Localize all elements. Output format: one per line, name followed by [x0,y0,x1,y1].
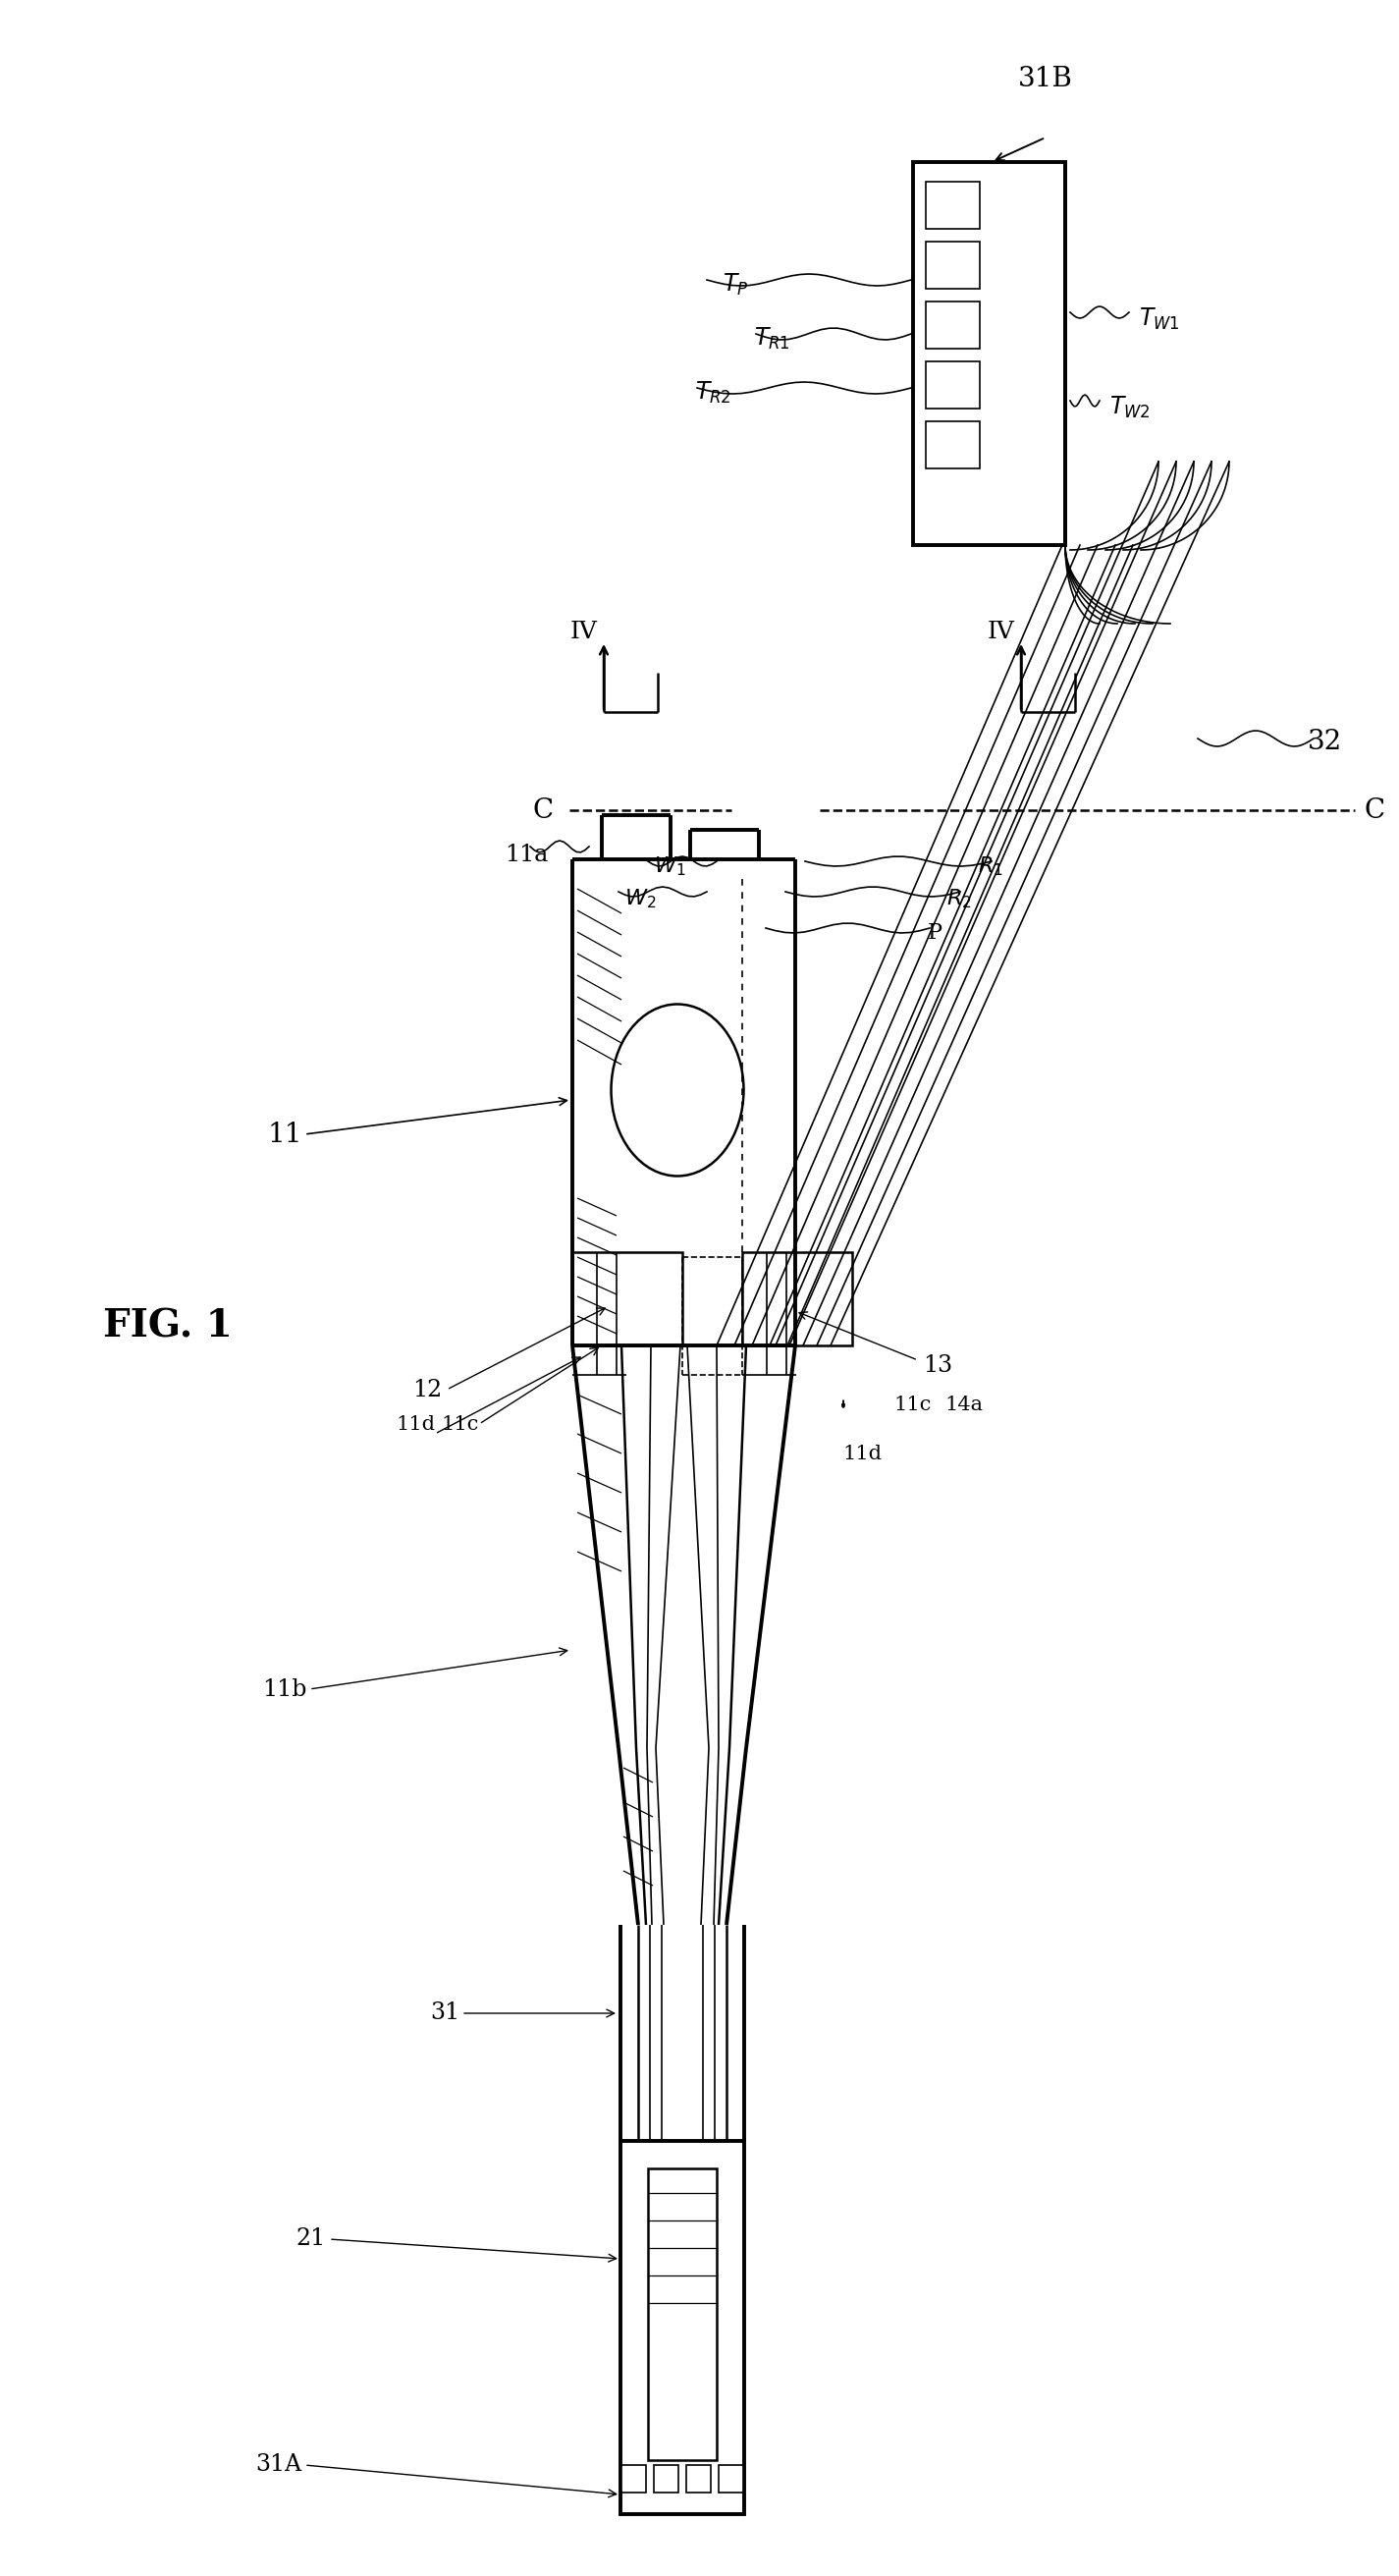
Bar [743,1252,852,1345]
Text: P: P [928,922,943,943]
Text: 11c: 11c [894,1396,932,1414]
Bar [926,361,979,410]
Text: $R_1$: $R_1$ [978,855,1003,878]
Bar [621,2141,744,2514]
Text: $W_2$: $W_2$ [624,886,656,909]
Text: FIG. 1: FIG. 1 [104,1306,232,1345]
Text: 11d: 11d [396,1414,435,1432]
Bar [572,1252,683,1345]
Text: $W_1$: $W_1$ [653,855,686,878]
Text: $T_P$: $T_P$ [722,273,748,299]
Text: $T_{W1}$: $T_{W1}$ [1139,307,1179,332]
Bar [653,2465,679,2494]
Text: 32: 32 [1308,729,1343,755]
Text: C: C [1364,796,1385,824]
Text: 11: 11 [267,1121,302,1146]
Text: 11c: 11c [442,1414,478,1432]
Text: 13: 13 [923,1355,953,1376]
Text: C: C [533,796,553,824]
Text: 14a: 14a [944,1396,982,1414]
Text: 11d: 11d [842,1445,881,1463]
Text: $T_{R2}$: $T_{R2}$ [695,381,732,404]
Text: IV: IV [988,621,1016,644]
Bar [719,2465,743,2494]
Bar [926,183,979,229]
Text: $T_{W2}$: $T_{W2}$ [1109,394,1150,420]
Bar [621,2465,646,2494]
Text: 11a: 11a [505,842,548,866]
Text: 31B: 31B [1018,64,1073,93]
Text: 21: 21 [297,2228,326,2251]
Text: 12: 12 [413,1378,442,1401]
Bar [914,162,1065,546]
Text: 31: 31 [429,2002,459,2025]
Text: 31A: 31A [255,2455,301,2476]
Text: IV: IV [571,621,597,644]
Bar [926,422,979,469]
Text: $T_{R1}$: $T_{R1}$ [754,327,790,353]
Bar [687,2465,711,2494]
Bar [648,2169,716,2460]
Bar [926,301,979,348]
Text: $R_2$: $R_2$ [947,886,972,909]
Bar [926,242,979,289]
Text: 11b: 11b [262,1677,306,1700]
